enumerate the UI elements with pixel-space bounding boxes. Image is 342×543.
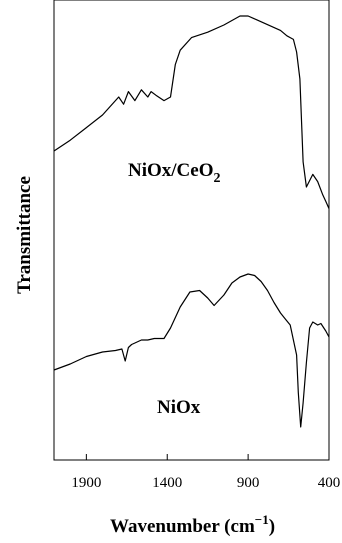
x-tick-layer: 1900 1400 900 400 bbox=[71, 454, 340, 491]
x-tick-label: 1900 bbox=[71, 475, 101, 491]
series-layer bbox=[53, 15, 330, 428]
series-label-niox: NiOx bbox=[157, 397, 201, 418]
x-tick-label: 400 bbox=[318, 475, 341, 491]
series-line-1 bbox=[53, 273, 330, 428]
x-tick-label: 900 bbox=[237, 475, 260, 491]
x-axis-title: Wavenumber (cm−1) bbox=[110, 512, 275, 537]
x-tick-label: 1400 bbox=[152, 475, 182, 491]
y-axis-title: Transmittance bbox=[14, 176, 35, 294]
plot-frame bbox=[53, 0, 330, 461]
series-label-niox-ceo2: NiOx/CeO2 bbox=[128, 160, 221, 186]
y-axis-title-group: Transmittance bbox=[14, 176, 35, 294]
series-line-0 bbox=[53, 15, 330, 209]
